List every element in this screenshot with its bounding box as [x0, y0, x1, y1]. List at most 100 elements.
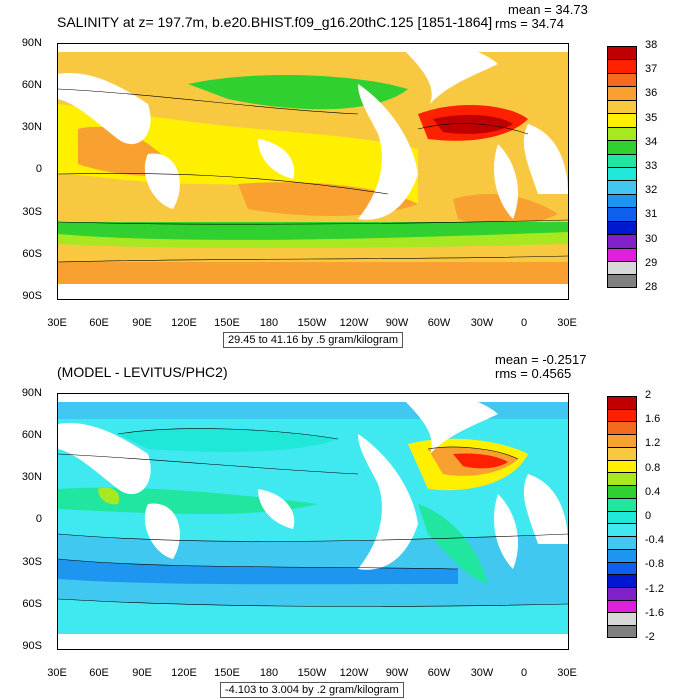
colorbar-swatch	[607, 408, 637, 422]
colorbar-swatch	[607, 166, 637, 181]
lon-label: 0	[520, 317, 528, 329]
lat-label: 0	[35, 513, 42, 525]
lon-label: 120W	[339, 667, 369, 679]
lat-label: 30S	[22, 556, 42, 568]
lat-label: 60S	[22, 248, 42, 260]
lon-label: 30E	[557, 667, 577, 679]
mean-value: mean = 34.73	[508, 2, 588, 17]
colorbar-swatch	[607, 207, 637, 221]
lon-label: 90W	[385, 667, 409, 679]
colorbar-swatch	[607, 625, 637, 638]
colorbar-label: 1.2	[645, 437, 661, 450]
colorbar-swatch	[607, 536, 637, 549]
colorbar-swatch	[607, 261, 637, 275]
difference-panel: (MODEL - LEVITUS/PHC2) mean = -0.2517 rm…	[0, 350, 700, 700]
colorbar-swatch	[607, 72, 637, 87]
colorbar-swatch	[607, 396, 637, 409]
colorbar-swatch	[607, 274, 637, 288]
colorbar-label: 2	[645, 389, 652, 401]
lon-label: 60W	[427, 317, 451, 329]
lon-label: 150E	[214, 667, 240, 679]
colorbar-label: 36	[645, 87, 658, 100]
lat-label: 60N	[21, 429, 42, 441]
colorbar-swatch	[607, 46, 637, 60]
lon-label: 90E	[132, 317, 152, 329]
lon-label: 150W	[297, 317, 327, 329]
colorbar-label: 0.8	[645, 461, 661, 474]
salinity-map	[57, 43, 569, 300]
lon-label: 120E	[171, 317, 197, 329]
lon-label: 90W	[385, 317, 409, 329]
lat-label: 0	[35, 163, 42, 175]
colorbar-swatch	[607, 497, 637, 511]
colorbar-label: -0.4	[645, 534, 664, 547]
colorbar-swatch	[607, 510, 637, 524]
lon-label: 0	[520, 667, 528, 679]
colorbar-label: -1.6	[645, 606, 664, 619]
colorbar-swatch	[607, 113, 637, 127]
lat-label: 30N	[21, 121, 42, 133]
lon-label: 120W	[339, 317, 369, 329]
lat-label: 30S	[22, 206, 42, 218]
lat-label: 90N	[21, 37, 42, 49]
colorbar-label: 31	[645, 208, 658, 221]
colorbar-swatch	[607, 59, 637, 73]
lon-label: 30E	[47, 667, 67, 679]
colorbar-swatch	[607, 523, 637, 537]
lon-label: 150W	[297, 667, 327, 679]
colorbar-swatch	[607, 446, 637, 460]
colorbar-swatch	[607, 472, 637, 486]
colorbar-swatch	[607, 126, 637, 141]
lat-label: 90S	[22, 290, 42, 302]
colorbar-label: 1.6	[645, 413, 661, 426]
contour-range-label: -4.103 to 3.004 by .2 gram/kilogram	[220, 682, 404, 698]
panel-title: (MODEL - LEVITUS/PHC2)	[57, 364, 228, 380]
colorbar-swatch	[607, 434, 637, 447]
colorbar-label: -2	[645, 631, 655, 643]
colorbar	[607, 396, 637, 638]
colorbar-label: 30	[645, 232, 658, 245]
lon-label: 30W	[470, 667, 494, 679]
panel-title: SALINITY at z= 197.7m, b.e20.BHIST.f09_g…	[57, 14, 493, 30]
colorbar-swatch	[607, 459, 637, 473]
colorbar-swatch	[607, 612, 637, 626]
colorbar-label: 33	[645, 160, 658, 172]
colorbar-swatch	[607, 140, 637, 154]
colorbar-swatch	[607, 421, 637, 435]
contour-range-label: 29.45 to 41.16 by .5 gram/kilogram	[223, 332, 403, 348]
lon-label: 30W	[470, 317, 494, 329]
lat-label: 90S	[22, 640, 42, 652]
colorbar-swatch	[607, 193, 637, 208]
colorbar-swatch	[607, 587, 637, 600]
lat-label: 30N	[21, 471, 42, 483]
colorbar-label: 34	[645, 135, 658, 148]
lon-label: 60E	[89, 667, 109, 679]
colorbar-label: 29	[645, 256, 658, 269]
lon-label: 60W	[427, 667, 451, 679]
colorbar-swatch	[607, 247, 637, 261]
rms-value: rms = 34.74	[495, 16, 565, 31]
lon-label: 120E	[171, 667, 197, 679]
colorbar-label: 35	[645, 111, 658, 124]
colorbar-swatch	[607, 220, 637, 235]
colorbar-swatch	[607, 234, 637, 248]
colorbar-label: 32	[645, 184, 658, 197]
lat-label: 60N	[21, 79, 42, 91]
colorbar-label: -0.8	[645, 558, 664, 571]
colorbar-swatch	[607, 599, 637, 613]
colorbar-label: 0	[645, 510, 652, 522]
colorbar-label: 37	[645, 63, 658, 76]
difference-map	[57, 393, 569, 650]
lon-label: 30E	[557, 317, 577, 329]
colorbar-swatch	[607, 86, 637, 100]
lon-label: 180	[259, 667, 279, 679]
colorbar-swatch	[607, 548, 637, 562]
colorbar-label: 28	[645, 281, 658, 293]
colorbar-swatch	[607, 574, 637, 588]
colorbar-label: 38	[645, 39, 658, 51]
lon-label: 60E	[89, 317, 109, 329]
colorbar-swatch	[607, 485, 637, 498]
lon-label: 90E	[132, 667, 152, 679]
colorbar-label: -1.2	[645, 582, 664, 595]
colorbar-label: 0.4	[645, 485, 661, 498]
